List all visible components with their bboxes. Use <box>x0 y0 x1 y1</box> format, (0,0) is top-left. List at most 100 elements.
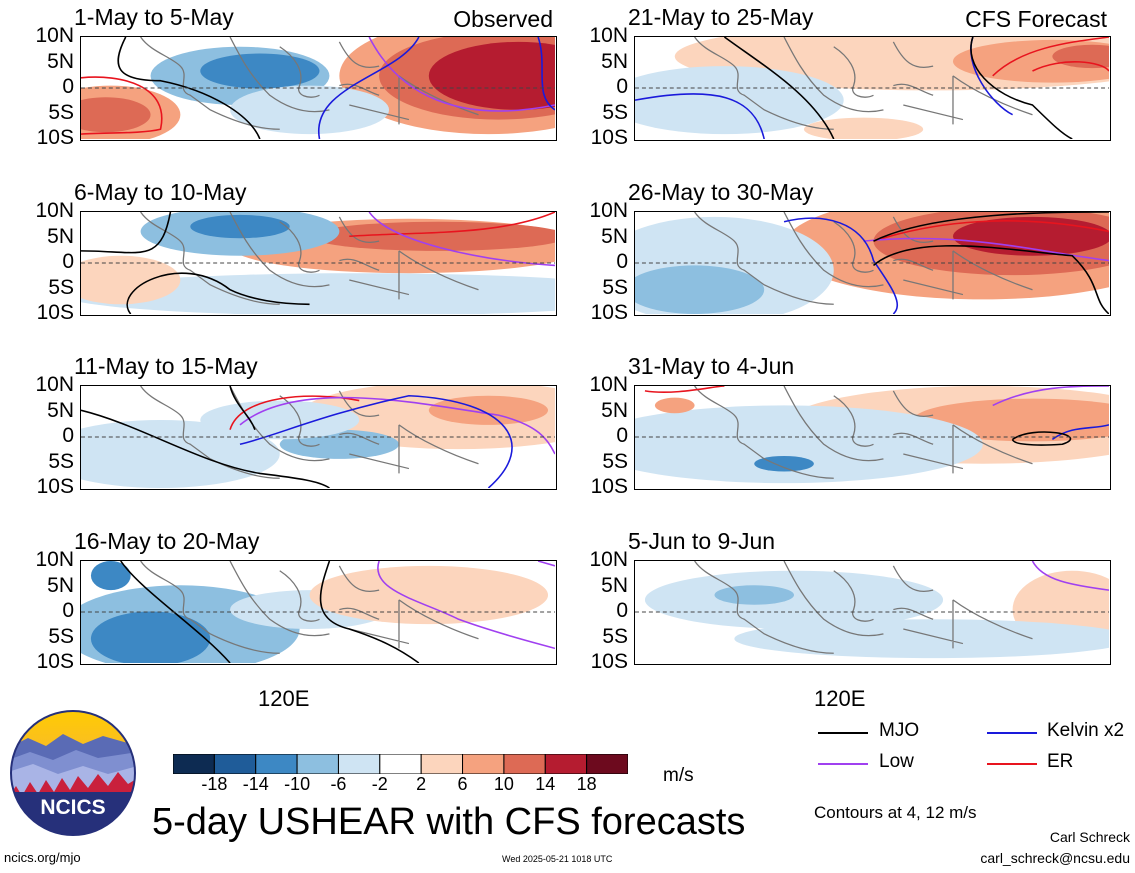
panel-title: 11-May to 15-May <box>74 353 258 379</box>
legend-line-er <box>987 763 1037 765</box>
legend-line-mjo <box>818 732 868 734</box>
shear-shading <box>714 585 794 605</box>
shear-shading <box>81 97 151 133</box>
contour-line <box>872 245 1109 314</box>
shear-map-graphic <box>81 386 555 488</box>
latitude-label: 10N <box>35 373 74 396</box>
lon-label-right: 120E <box>814 686 866 711</box>
latitude-label: 10N <box>35 199 74 222</box>
latitude-label: 5N <box>47 573 74 597</box>
footer-author: Carl Schreck <box>1049 829 1130 845</box>
shear-map <box>80 560 557 665</box>
contour-line <box>117 37 261 139</box>
colorbar-segment <box>255 753 298 775</box>
latitude-label: 0 <box>616 250 628 273</box>
colorbar-ticks: -18 -14 -10 -6 -2 2 6 10 14 18 <box>173 774 628 798</box>
shear-shading <box>81 273 555 314</box>
panel-title: 26-May to 30-May <box>628 179 814 205</box>
colorbar-tick-label: 18 <box>576 774 597 794</box>
contour-line <box>229 386 256 430</box>
panel-title: 21-May to 25-May <box>628 4 814 30</box>
contour-line <box>1011 431 1072 446</box>
colorbar-tick-label: -6 <box>330 774 347 794</box>
shear-map <box>634 385 1111 490</box>
contour-line <box>635 93 765 139</box>
colorbar-segment <box>296 753 339 775</box>
shear-map-graphic <box>81 212 555 314</box>
panel-title: 31-May to 4-Jun <box>628 353 795 379</box>
latitude-label: 10N <box>589 548 628 571</box>
coastline <box>694 37 1033 130</box>
legend-label-kelvin: Kelvin x2 <box>1047 720 1125 741</box>
colorbar-segment <box>586 753 629 775</box>
shear-shading <box>81 255 181 305</box>
shear-map <box>80 211 557 316</box>
shear-shading <box>200 400 360 440</box>
latitude-label: 10S <box>36 475 74 498</box>
colorbar-segment <box>379 753 422 775</box>
latitude-label: 5S <box>602 275 628 299</box>
logo-text: NCICS <box>40 796 105 819</box>
latitude-label: 5S <box>602 624 628 648</box>
legend-label-er: ER <box>1047 751 1074 772</box>
shear-shading <box>953 216 1109 256</box>
panel-title: 1-May to 5-May <box>74 4 234 30</box>
shear-shading <box>754 455 814 472</box>
latitude-label: 10N <box>589 373 628 396</box>
contour-line <box>537 561 555 567</box>
footer-email: carl_schreck@ncsu.edu <box>980 850 1130 866</box>
latitude-label: 5N <box>47 398 74 422</box>
shear-shading <box>230 85 390 135</box>
shear-map-graphic <box>81 561 555 663</box>
shear-shading <box>734 619 1109 659</box>
latitude-label: 5S <box>48 624 74 648</box>
latitude-label: 0 <box>62 75 74 98</box>
panel-tag: Observed <box>453 6 553 32</box>
latitude-label: 5N <box>47 49 74 73</box>
contour-line <box>873 220 1109 242</box>
colorbar-units: m/s <box>663 765 694 786</box>
colorbar-segment <box>172 753 215 775</box>
contour-line <box>873 212 1109 242</box>
latitude-label: 5S <box>48 449 74 473</box>
colorbar-tick-label: -14 <box>242 774 269 794</box>
shear-shading <box>635 265 765 314</box>
latitude-label: 5S <box>602 449 628 473</box>
latitude-label: 10S <box>590 126 628 149</box>
lon-label-left: 120E <box>258 686 310 711</box>
latitude-label: 10N <box>589 24 628 47</box>
latitude-label: 0 <box>62 424 74 447</box>
colorbar-segment <box>462 753 505 775</box>
contour-line <box>318 37 420 139</box>
shear-map <box>634 211 1111 316</box>
latitude-label: 10N <box>589 199 628 222</box>
colorbar <box>172 753 629 775</box>
latitude-label: 10N <box>35 548 74 571</box>
footer-url: ncics.org/mjo <box>4 850 81 865</box>
colorbar-tick-label: 14 <box>535 774 556 794</box>
shear-shading <box>635 66 844 135</box>
shear-shading <box>90 561 131 591</box>
contour-line <box>863 237 1109 262</box>
coastline <box>140 386 479 479</box>
latitude-label: 0 <box>616 75 628 98</box>
colorbar-tick-label: 10 <box>493 774 514 794</box>
contour-line <box>1031 561 1109 591</box>
latitude-label: 10S <box>590 650 628 673</box>
contour-line <box>723 37 835 139</box>
coastline <box>140 212 479 305</box>
latitude-label: 0 <box>616 599 628 622</box>
panel-tag: CFS Forecast <box>965 6 1107 32</box>
shear-shading <box>309 221 555 251</box>
footer-timestamp: Wed 2025-05-21 1018 UTC <box>502 854 613 864</box>
shear-map <box>634 560 1111 665</box>
shear-shading <box>635 405 983 484</box>
latitude-label: 10S <box>590 301 628 324</box>
latitude-label: 10S <box>36 650 74 673</box>
contour-line <box>239 394 513 488</box>
shear-shading <box>654 397 695 414</box>
shear-shading <box>644 570 944 629</box>
coastline <box>694 386 1033 479</box>
latitude-label: 5S <box>602 100 628 124</box>
colorbar-tick-label: -2 <box>371 774 388 794</box>
